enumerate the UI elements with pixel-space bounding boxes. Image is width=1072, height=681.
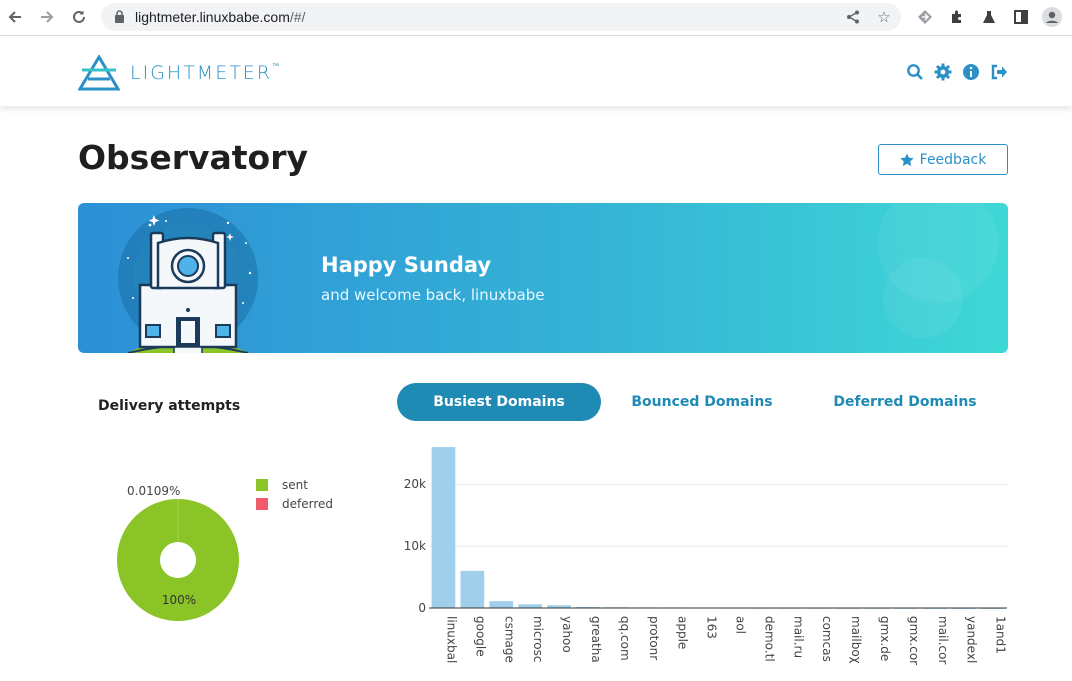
delivery-attempts-title: Delivery attempts xyxy=(98,398,241,414)
feedback-label: Feedback xyxy=(919,151,987,168)
x-tick-label: mail.cor xyxy=(936,616,950,664)
x-tick-label: qq.com xyxy=(618,616,632,661)
x-tick-label: 163 xyxy=(705,616,719,639)
x-tick-label: comcas xyxy=(820,616,834,662)
puzzle-icon[interactable] xyxy=(946,6,968,28)
pie-label-deferred: 0.0109% xyxy=(127,484,180,498)
feedback-button[interactable]: Feedback xyxy=(878,144,1008,175)
bar-0[interactable] xyxy=(431,447,456,608)
greeting-title: Happy Sunday xyxy=(321,253,492,277)
info-icon[interactable] xyxy=(962,63,980,81)
bar-4[interactable] xyxy=(547,605,571,608)
reload-icon[interactable] xyxy=(68,6,90,28)
pie-label-sent: 100% xyxy=(162,593,196,607)
x-tick-label: apple xyxy=(676,616,690,649)
forward-arrow-icon[interactable] xyxy=(36,6,58,28)
x-tick-label: greatha xyxy=(589,616,603,663)
flask-icon[interactable] xyxy=(978,6,1000,28)
x-tick-label: microsc xyxy=(531,616,545,662)
pie-slice-sent[interactable] xyxy=(117,499,240,621)
bar-2[interactable] xyxy=(489,601,514,608)
share-icon[interactable] xyxy=(844,8,862,26)
y-tick-label: 10k xyxy=(404,539,426,553)
welcome-message: and welcome back, linuxbabe xyxy=(321,286,545,304)
x-tick-label: yahoo xyxy=(560,616,574,653)
back-arrow-icon[interactable] xyxy=(4,6,26,28)
x-tick-label: aol xyxy=(733,616,747,634)
x-tick-label: mail.ru xyxy=(791,616,805,658)
x-tick-label: yandexl xyxy=(965,616,979,663)
x-tick-label: linuxbal xyxy=(444,616,458,663)
observatory-illustration xyxy=(118,203,998,353)
logout-icon[interactable] xyxy=(990,63,1008,81)
delivery-pie-chart: 0.0109% 100% xyxy=(90,470,350,630)
x-tick-label: 1and1 xyxy=(994,616,1008,654)
lock-icon[interactable] xyxy=(115,10,124,23)
legend-swatch-deferred xyxy=(256,498,268,510)
legend-item-sent[interactable]: sent xyxy=(256,478,308,492)
settings-gear-icon[interactable] xyxy=(934,63,952,81)
browser-toolbar: lightmeter.linuxbabe.com/#/ ☆ xyxy=(0,0,1072,36)
legend-item-deferred[interactable]: deferred xyxy=(256,497,333,511)
bar-1[interactable] xyxy=(460,570,485,608)
x-tick-label: google xyxy=(473,616,487,657)
x-tick-label: mailboχ xyxy=(849,616,863,664)
search-icon[interactable] xyxy=(906,63,924,81)
tab-busiest-domains[interactable]: Busiest Domains xyxy=(397,383,601,421)
logo-mark-icon xyxy=(78,55,120,91)
y-tick-label: 20k xyxy=(404,477,426,491)
bar-3[interactable] xyxy=(518,604,542,608)
y-tick-label: 0 xyxy=(418,601,426,615)
busiest-domains-chart: 0 10k 20k linuxbal google csmage microsc yahoo g… xyxy=(395,430,1015,675)
tab-deferred-domains[interactable]: Deferred Domains xyxy=(833,394,977,410)
extension-diamond-icon[interactable] xyxy=(914,6,936,28)
lightmeter-logo[interactable]: LIGHTMETER™ xyxy=(78,54,279,92)
tab-bounced-domains[interactable]: Bounced Domains xyxy=(631,394,773,410)
x-tick-label: gmx.cor xyxy=(907,616,921,665)
legend-label-sent: sent xyxy=(282,478,308,492)
x-tick-label: gmx.de xyxy=(878,616,892,661)
x-tick-label: csmage xyxy=(502,616,516,663)
x-tick-label: demo.tl xyxy=(762,616,776,662)
welcome-banner: Happy Sunday and welcome back, linuxbabe xyxy=(78,203,1008,353)
url-text[interactable]: lightmeter.linuxbabe.com/#/ xyxy=(135,9,306,25)
bar-chart-svg: 0 10k 20k linuxbal google csmage microsc yahoo g… xyxy=(404,447,1008,665)
app-header: LIGHTMETER™ xyxy=(0,37,1072,106)
address-bar[interactable]: lightmeter.linuxbabe.com/#/ ☆ xyxy=(101,3,901,31)
legend-swatch-sent xyxy=(256,479,268,491)
legend-label-deferred: deferred xyxy=(282,497,333,511)
profile-avatar-icon[interactable] xyxy=(1041,6,1063,28)
star-icon xyxy=(899,153,914,166)
pie-svg: 0.0109% 100% xyxy=(117,484,240,621)
page-title: Observatory xyxy=(78,138,308,177)
logo-text: LIGHTMETER™ xyxy=(130,62,280,84)
x-tick-label: protonr xyxy=(647,616,661,660)
bookmark-star-icon[interactable]: ☆ xyxy=(877,9,891,26)
side-panel-icon[interactable] xyxy=(1010,6,1032,28)
